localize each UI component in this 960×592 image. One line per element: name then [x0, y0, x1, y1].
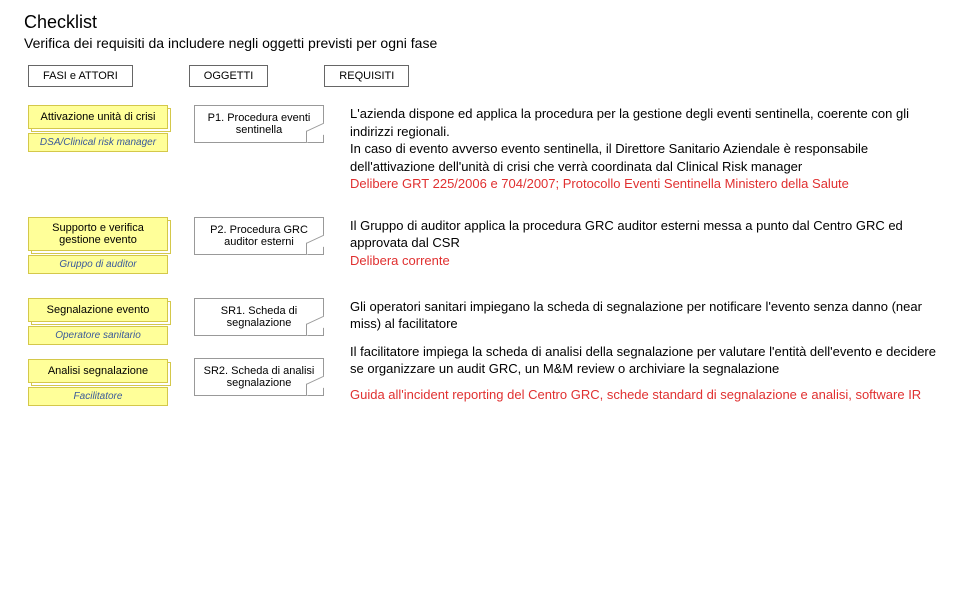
object-label: SR1. Scheda di segnalazione	[201, 305, 317, 329]
phase-box: Attivazione unità di crisi	[28, 105, 168, 129]
row-1: Attivazione unità di crisi DSA/Clinical …	[28, 105, 936, 193]
desc-reference: Guida all'incident reporting del Centro …	[350, 386, 936, 404]
object-label: SR2. Scheda di analisi segnalazione	[201, 365, 317, 389]
object-label: P2. Procedura GRC auditor esterni	[201, 224, 317, 248]
header-fasi: FASI e ATTORI	[28, 65, 133, 87]
requisiti-text: Il Gruppo di auditor applica la procedur…	[350, 217, 936, 270]
page-title: Checklist	[24, 12, 936, 33]
header-oggetti: OGGETTI	[189, 65, 269, 87]
object-box: P1. Procedura eventi sentinella	[194, 105, 324, 143]
row-2: Supporto e verifica gestione evento Grup…	[28, 217, 936, 274]
desc-reference: Delibera corrente	[350, 253, 450, 268]
actor-box: Gruppo di auditor	[28, 255, 168, 274]
phase-box: Supporto e verifica gestione evento	[28, 217, 168, 251]
desc-reference: Delibere GRT 225/2006 e 704/2007; Protoc…	[350, 176, 849, 191]
object-box: SR1. Scheda di segnalazione	[194, 298, 324, 336]
phase-box: Segnalazione evento	[28, 298, 168, 322]
actor-box: Operatore sanitario	[28, 326, 168, 345]
object-label: P1. Procedura eventi sentinella	[201, 112, 317, 136]
desc-para-2: Il facilitatore impiega la scheda di ana…	[350, 343, 936, 378]
desc-text: L'azienda dispone ed applica la procedur…	[350, 106, 909, 174]
requisiti-text: Gli operatori sanitari impiegano la sche…	[350, 298, 936, 404]
desc-para-1: Gli operatori sanitari impiegano la sche…	[350, 298, 936, 333]
phase-box: Analisi segnalazione	[28, 359, 168, 383]
page-subtitle: Verifica dei requisiti da includere negl…	[24, 35, 936, 51]
object-box: P2. Procedura GRC auditor esterni	[194, 217, 324, 255]
header-requisiti: REQUISITI	[324, 65, 409, 87]
object-box: SR2. Scheda di analisi segnalazione	[194, 358, 324, 396]
requisiti-text: L'azienda dispone ed applica la procedur…	[350, 105, 936, 193]
row-3: Segnalazione evento Operatore sanitario …	[28, 298, 936, 406]
desc-text: Il Gruppo di auditor applica la procedur…	[350, 218, 903, 251]
column-headers: FASI e ATTORI OGGETTI REQUISITI	[28, 65, 936, 87]
actor-box: DSA/Clinical risk manager	[28, 133, 168, 152]
actor-box: Facilitatore	[28, 387, 168, 406]
